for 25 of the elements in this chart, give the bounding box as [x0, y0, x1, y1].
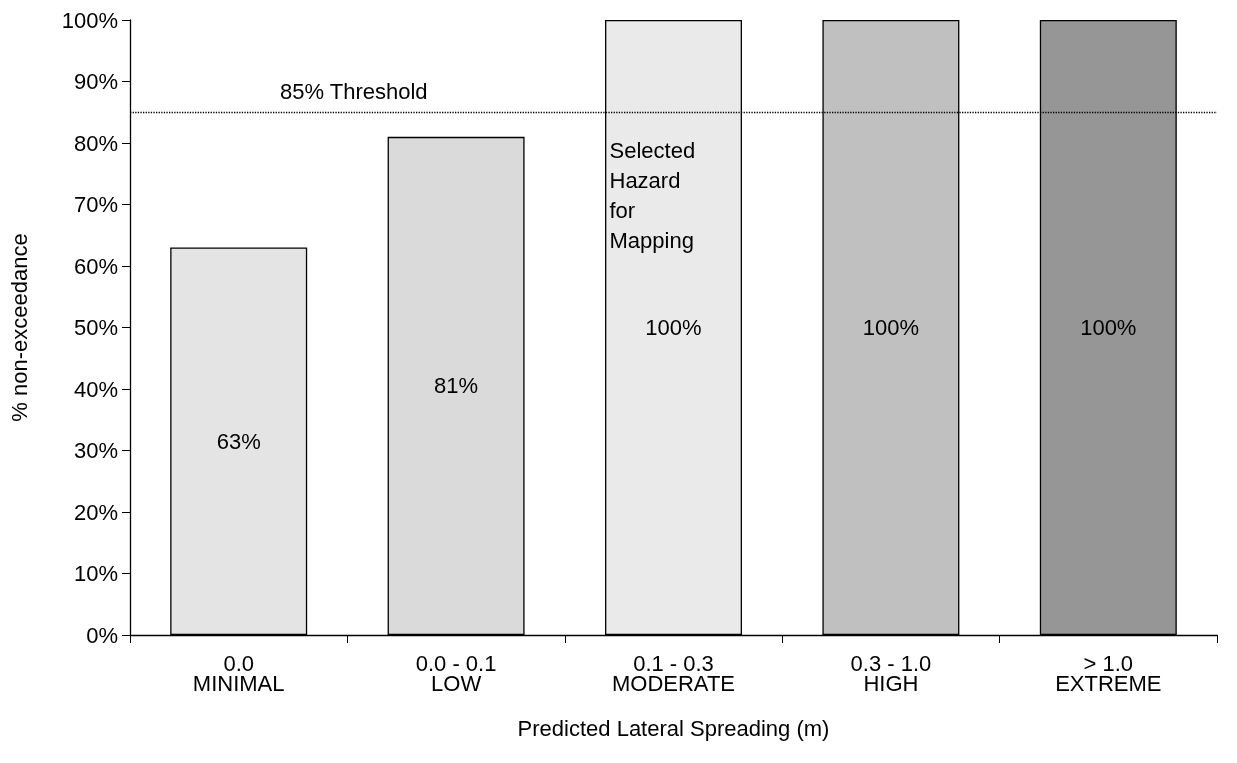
y-axis-title: % non-exceedance	[6, 233, 32, 422]
x-tick-label: 0.3 - 1.0 HIGH	[850, 650, 932, 696]
y-tick-label: 80%	[73, 130, 118, 156]
y-tick-label: 30%	[73, 438, 118, 463]
y-tick-label: 40%	[73, 376, 118, 402]
data-label: 100%	[862, 315, 920, 340]
annotation: Selected Hazard for Mapping	[609, 137, 696, 253]
data-label: 63%	[216, 428, 261, 454]
y-tick-label: 90%	[73, 69, 118, 94]
y-tick-label: 60%	[73, 253, 118, 279]
ref-line-label: 85% Threshold	[280, 78, 428, 104]
x-axis-title: Predicted Lateral Spreading (m)	[517, 715, 830, 741]
y-tick-label: 70%	[73, 192, 118, 217]
y-tick-label: 0%	[86, 622, 118, 648]
x-tick-label: 0.1 - 0.3 MODERATE	[611, 650, 736, 696]
x-tick-label: 0.0 MINIMAL	[192, 650, 285, 696]
y-tick-label: 50%	[73, 315, 118, 340]
y-tick-label: 100%	[61, 7, 118, 33]
x-tick-label: 0.0 - 0.1 LOW	[415, 650, 497, 696]
x-tick-label: > 1.0 EXTREME	[1055, 650, 1162, 696]
data-label: 81%	[434, 373, 479, 399]
y-tick-label: 10%	[73, 561, 118, 586]
data-label: 100%	[645, 315, 702, 340]
y-tick-label: 20%	[73, 499, 118, 525]
data-label: 100%	[1080, 315, 1137, 340]
